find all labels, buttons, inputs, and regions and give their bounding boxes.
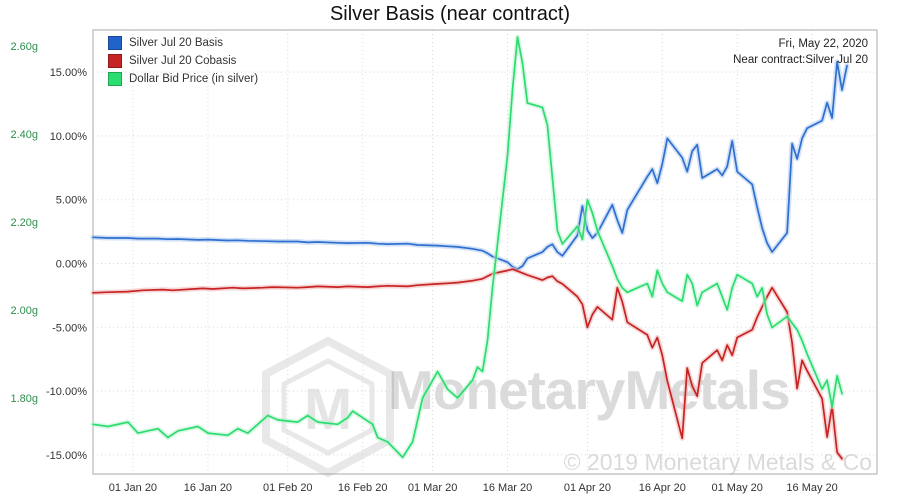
svg-text:2.40g: 2.40g bbox=[10, 129, 38, 141]
series-line-basis bbox=[92, 61, 848, 271]
svg-text:-15.00%: -15.00% bbox=[46, 450, 87, 462]
svg-text:01 Apr 20: 01 Apr 20 bbox=[564, 482, 611, 494]
svg-text:M: M bbox=[304, 377, 352, 442]
cobasis-swatch-icon bbox=[108, 54, 122, 68]
series-line-cobasis bbox=[92, 268, 843, 460]
svg-text:01 Feb 20: 01 Feb 20 bbox=[263, 482, 313, 494]
percent-axis-labels: 15.00% 10.00% 5.00% 0.00% -5.00% -10.00% -15.0… bbox=[46, 67, 87, 462]
legend-label: Dollar Bid Price (in silver) bbox=[129, 73, 259, 85]
chart-title: Silver Basis (near contract) bbox=[329, 3, 571, 25]
monetary-metals-logo-icon: M bbox=[262, 336, 394, 478]
series-lines bbox=[90, 34, 850, 462]
gridlines bbox=[93, 30, 877, 474]
legend-item-price[interactable]: Dollar Bid Price (in silver) bbox=[108, 72, 258, 86]
svg-text:01 May 20: 01 May 20 bbox=[712, 482, 763, 494]
svg-text:-10.00%: -10.00% bbox=[46, 386, 87, 398]
series-line-price bbox=[92, 36, 843, 459]
near-contract-label: Near contract:Silver Jul 20 bbox=[733, 54, 868, 66]
svg-text:01 Mar 20: 01 Mar 20 bbox=[408, 482, 458, 494]
legend-label: Silver Jul 20 Basis bbox=[129, 37, 223, 49]
corner-info: Fri, May 22, 2020 Near contract:Silver J… bbox=[733, 36, 868, 68]
plot-frame bbox=[92, 29, 878, 475]
svg-text:0.00%: 0.00% bbox=[56, 259, 87, 271]
legend-item-basis[interactable]: Silver Jul 20 Basis bbox=[108, 36, 258, 50]
watermark-copyright-text: © 2019 Monetary Metals & Co bbox=[563, 449, 872, 475]
svg-text:01 Jan 20: 01 Jan 20 bbox=[109, 482, 157, 494]
series-glow-basis bbox=[90, 59, 850, 272]
svg-text:10.00%: 10.00% bbox=[50, 131, 88, 143]
svg-text:16 Apr 20: 16 Apr 20 bbox=[639, 482, 686, 494]
watermark-brand-text: MonetaryMetals bbox=[388, 359, 791, 421]
svg-text:-5.00%: -5.00% bbox=[52, 322, 87, 334]
price-swatch-icon bbox=[108, 72, 122, 86]
svg-text:16 Mar 20: 16 Mar 20 bbox=[483, 482, 533, 494]
basis-swatch-icon bbox=[108, 36, 122, 50]
svg-text:16 May 20: 16 May 20 bbox=[786, 482, 837, 494]
svg-text:16 Feb 20: 16 Feb 20 bbox=[338, 482, 388, 494]
svg-text:16 Jan 20: 16 Jan 20 bbox=[184, 482, 232, 494]
svg-text:15.00%: 15.00% bbox=[50, 67, 88, 79]
report-date: Fri, May 22, 2020 bbox=[778, 38, 868, 50]
svg-text:1.80g: 1.80g bbox=[10, 393, 38, 405]
svg-text:2.00g: 2.00g bbox=[10, 305, 38, 317]
legend: Silver Jul 20 Basis Silver Jul 20 Cobasi… bbox=[108, 36, 258, 90]
svg-text:2.60g: 2.60g bbox=[10, 41, 38, 53]
legend-item-cobasis[interactable]: Silver Jul 20 Cobasis bbox=[108, 54, 258, 68]
date-axis-labels: 01 Jan 20 16 Jan 20 01 Feb 20 16 Feb 20 01 M… bbox=[109, 482, 838, 494]
legend-label: Silver Jul 20 Cobasis bbox=[129, 55, 237, 67]
svg-text:2.20g: 2.20g bbox=[10, 217, 38, 229]
gram-axis-labels: 2.60g 2.40g 2.20g 2.00g 1.80g bbox=[10, 41, 38, 405]
svg-text:5.00%: 5.00% bbox=[56, 195, 87, 207]
